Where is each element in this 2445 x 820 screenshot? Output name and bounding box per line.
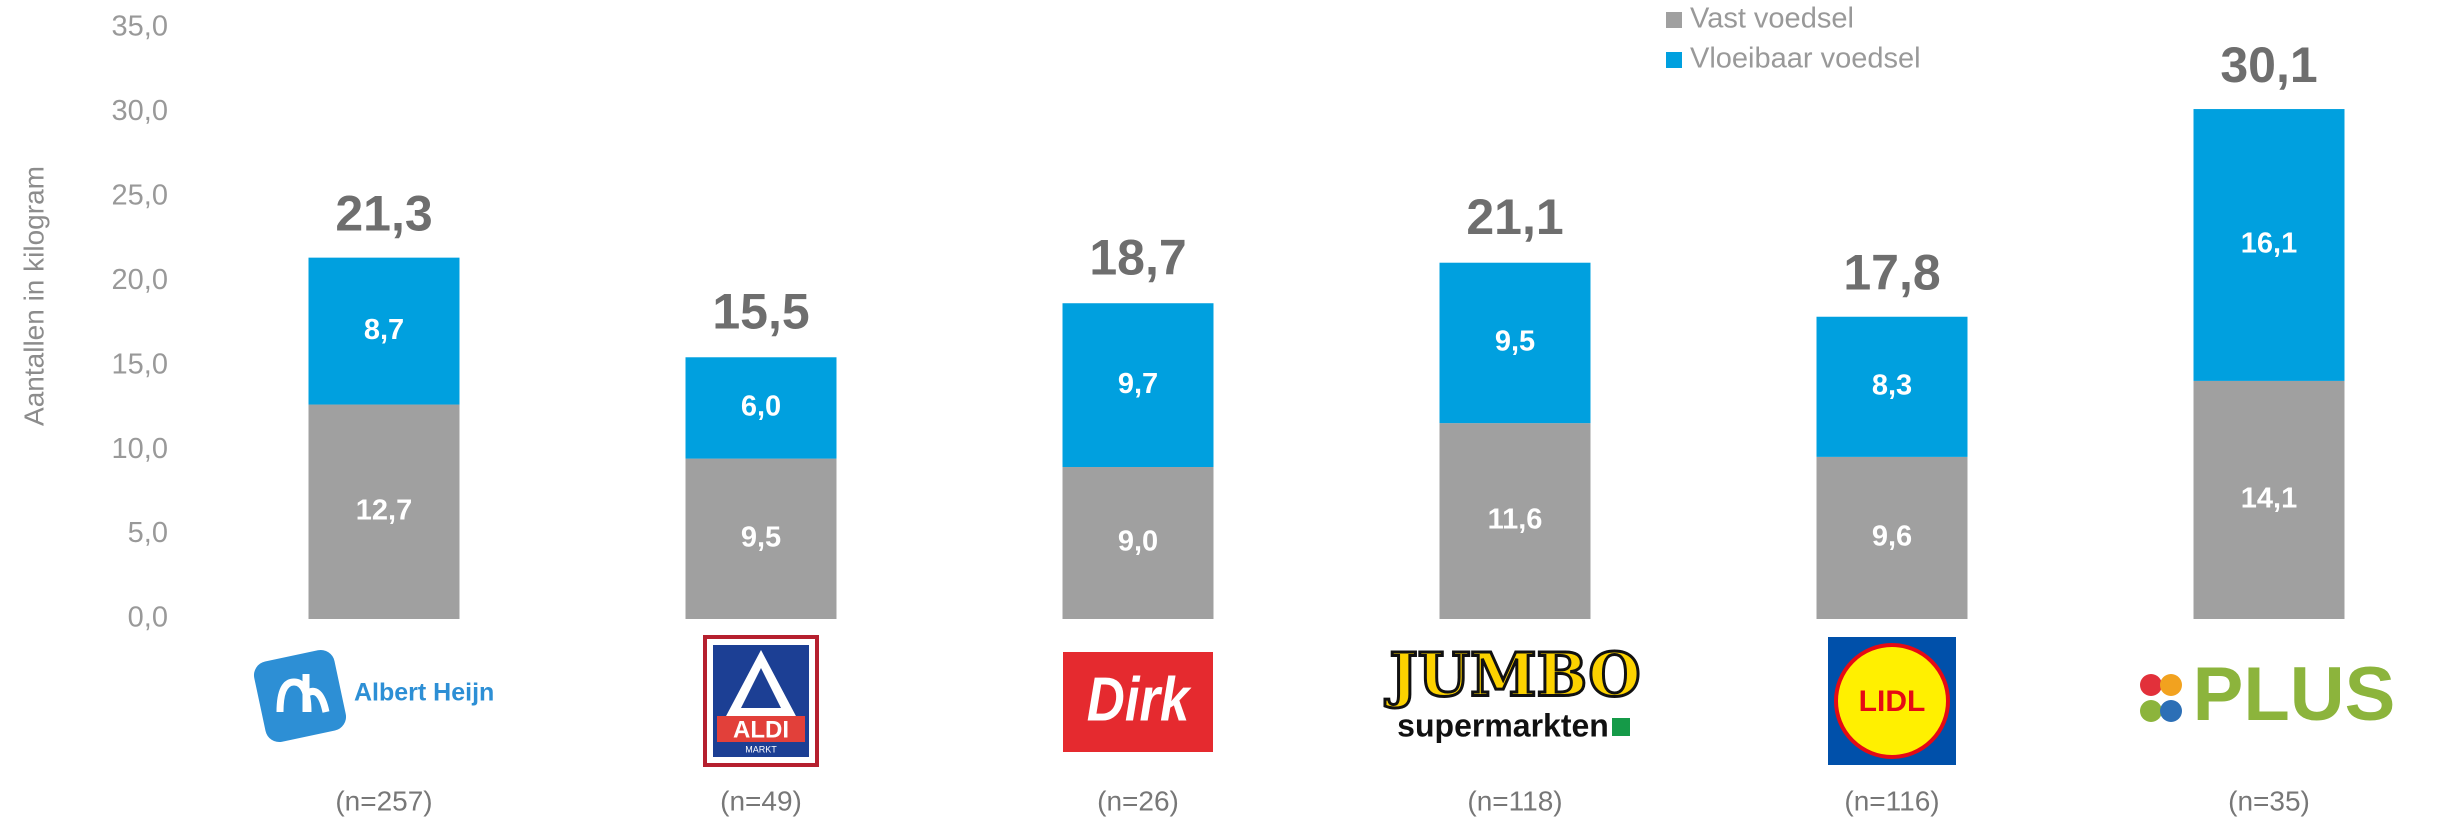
total-label: 15,5 <box>712 283 809 339</box>
logo-shape <box>276 674 330 713</box>
logo-shape <box>1063 652 1213 752</box>
n-label: (n=118) <box>1467 785 1562 816</box>
logo-subtext: supermarkten <box>1397 707 1609 743</box>
y-tick-label: 25,0 <box>112 180 168 212</box>
legend-label: Vast voedsel <box>1690 3 1854 35</box>
bar-segment <box>685 458 837 619</box>
segment-label: 14,1 <box>2241 483 2297 515</box>
logo-shape <box>2160 700 2182 722</box>
bar-segment <box>308 257 460 405</box>
total-label: 17,8 <box>1843 245 1940 301</box>
n-label: (n=26) <box>1097 785 1179 816</box>
y-tick-label: 10,0 <box>112 433 168 465</box>
logo-text: LIDL <box>1859 685 1926 718</box>
n-label: (n=257) <box>335 785 432 816</box>
segment-label: 8,7 <box>364 314 404 346</box>
logo: PLUS <box>2140 652 2395 737</box>
segment-label: 11,6 <box>1488 504 1543 536</box>
n-label: (n=116) <box>1844 785 1939 816</box>
y-axis-label: Aantallen in kilogram <box>18 166 49 426</box>
logo-shape <box>2160 674 2182 696</box>
y-tick-label: 15,0 <box>112 348 168 380</box>
logo: Dirk <box>1063 652 1213 752</box>
logo-shape <box>253 649 347 743</box>
total-label: 30,1 <box>2220 37 2317 93</box>
logo-shape <box>1834 643 1950 759</box>
logo-shape <box>1612 718 1630 736</box>
bar-segment <box>1439 262 1591 424</box>
n-label: (n=49) <box>720 785 802 816</box>
legend-swatch <box>1666 12 1682 28</box>
logo-text: ALDI <box>733 716 789 743</box>
segment-label: 16,1 <box>2241 228 2297 260</box>
y-tick-label: 5,0 <box>128 517 168 549</box>
logo-shape <box>717 716 805 742</box>
segment-label: 6,0 <box>741 391 781 423</box>
logo-text: PLUS <box>2193 652 2396 737</box>
total-label: 18,7 <box>1089 229 1186 285</box>
logo: Albert Heijn <box>253 649 494 743</box>
segment-label: 8,3 <box>1872 369 1912 401</box>
logo-text: Albert Heijn <box>354 679 494 707</box>
logo-shape <box>725 650 797 718</box>
n-label: (n=35) <box>2228 785 2310 816</box>
legend-swatch <box>1666 52 1682 68</box>
bar-segment <box>1816 456 1968 619</box>
bar-segment <box>2193 380 2345 619</box>
segment-label: 9,6 <box>1872 521 1912 553</box>
bar-segment <box>1816 316 1968 457</box>
segment-label: 9,5 <box>741 521 781 553</box>
total-label: 21,3 <box>335 186 432 242</box>
bar-segment <box>685 357 837 459</box>
segment-label: 9,5 <box>1495 326 1535 358</box>
bar-segment <box>1062 467 1214 619</box>
logo-text: Dirk <box>1087 665 1192 734</box>
logo-shape <box>2140 700 2162 722</box>
logo-subtext: MARKT <box>745 744 777 754</box>
segment-label: 9,7 <box>1118 368 1158 400</box>
bar-segment <box>1439 423 1591 619</box>
segment-label: 12,7 <box>356 494 412 526</box>
y-tick-label: 30,0 <box>112 95 168 127</box>
bar-segment <box>308 404 460 619</box>
bar-segment <box>1062 303 1214 468</box>
legend-label: Vloeibaar voedsel <box>1690 43 1921 75</box>
total-label: 21,1 <box>1466 189 1563 245</box>
y-tick-label: 0,0 <box>128 602 168 634</box>
y-tick-label: 35,0 <box>112 11 168 43</box>
bar-segment <box>2193 109 2345 381</box>
segment-label: 9,0 <box>1118 526 1158 558</box>
logo-text: JUMBO <box>1384 641 1640 711</box>
y-tick-label: 20,0 <box>112 264 168 296</box>
logo: LIDL <box>1828 637 1956 765</box>
logo-shape <box>2140 674 2162 696</box>
